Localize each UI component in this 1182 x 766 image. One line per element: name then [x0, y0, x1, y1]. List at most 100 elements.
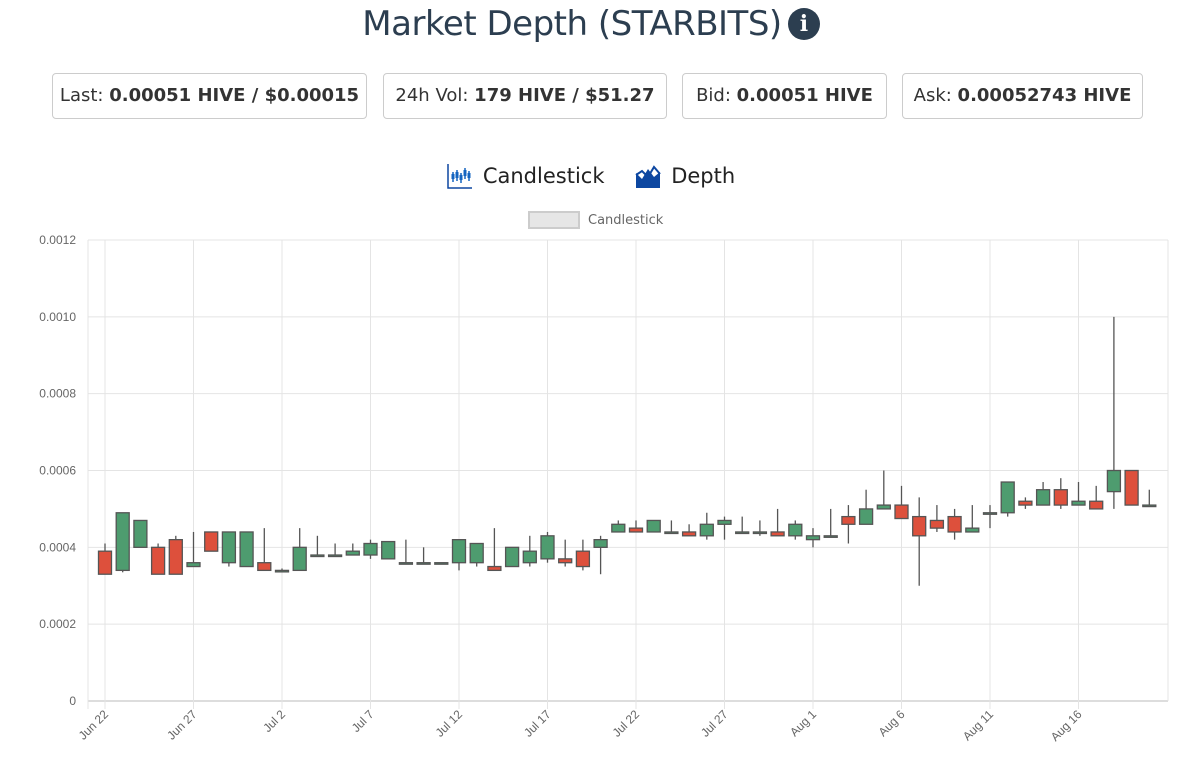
- y-tick-label: 0.0002: [39, 617, 76, 631]
- candle-up: [345, 550, 360, 556]
- tab-label: Candlestick: [482, 164, 605, 188]
- candle-up: [735, 531, 750, 535]
- candle-up: [752, 531, 768, 535]
- chart-type-tabs: Candlestick Depth: [0, 163, 1182, 194]
- candle-up: [1142, 504, 1157, 508]
- candle-up: [823, 535, 838, 538]
- info-icon[interactable]: i: [787, 8, 820, 40]
- candle-up: [239, 531, 254, 568]
- stat-value: 0.00051 HIVE / $0.00015: [109, 85, 360, 106]
- x-tick-label: Jun 27: [164, 707, 200, 743]
- candle-down: [1124, 469, 1139, 506]
- candle-up: [327, 554, 343, 558]
- x-tick-label: Jul 27: [698, 707, 731, 740]
- tab-label: Depth: [671, 164, 736, 188]
- candle-up: [221, 531, 237, 564]
- y-tick-label: 0.0012: [39, 233, 76, 247]
- candle-up: [469, 542, 484, 564]
- y-tick-label: 0.0004: [39, 540, 76, 554]
- candle-up: [274, 569, 290, 573]
- stat-last: Last: 0.00051 HIVE / $0.00015: [52, 73, 367, 119]
- candle-up: [416, 562, 431, 565]
- tab-candlestick[interactable]: Candlestick: [447, 163, 605, 189]
- x-tick-label: Jul 7: [349, 707, 377, 735]
- candle-up: [451, 539, 467, 564]
- candle-up: [115, 512, 130, 572]
- tab-depth[interactable]: Depth: [635, 163, 735, 189]
- depth-icon: [635, 165, 661, 188]
- stat-24h-vol: 24h Vol: 179 HIVE / $51.27: [383, 73, 667, 119]
- candle-up: [1035, 489, 1051, 506]
- candle-down: [150, 546, 166, 575]
- candle-up: [1071, 500, 1086, 506]
- stat-label: Ask:: [913, 85, 952, 106]
- x-tick-label: Aug 6: [876, 707, 908, 739]
- candle-up: [805, 535, 821, 541]
- candle-up: [646, 519, 661, 533]
- candle-down: [770, 531, 785, 537]
- candle-up: [876, 504, 891, 510]
- x-tick-label: Jul 22: [610, 707, 643, 740]
- stat-label: 24h Vol:: [395, 85, 469, 106]
- candle-up: [504, 546, 520, 568]
- candle-up: [611, 523, 626, 533]
- candle-down: [558, 558, 573, 564]
- x-tick-label: Aug 11: [960, 707, 996, 743]
- candle-down: [97, 550, 113, 575]
- candle-up: [398, 562, 414, 565]
- candle-down: [1018, 500, 1033, 506]
- candle-down: [168, 539, 183, 575]
- x-tick-label: Jul 17: [521, 707, 554, 740]
- candle-down: [681, 531, 697, 537]
- x-tick-label: Jul 12: [433, 707, 466, 740]
- candle-up: [664, 531, 679, 535]
- candle-down: [929, 519, 945, 529]
- candle-down: [257, 562, 272, 572]
- candle-down: [947, 515, 962, 533]
- candle-up: [788, 523, 803, 537]
- candle-up: [434, 562, 449, 565]
- title-text: Market Depth (STARBITS): [362, 4, 782, 44]
- candle-up: [522, 550, 537, 564]
- candle-up: [965, 527, 980, 533]
- stat-label: Bid:: [696, 85, 731, 106]
- candle-up: [540, 535, 555, 560]
- candle-up: [310, 554, 325, 558]
- candle-down: [628, 527, 644, 533]
- legend-swatch: [528, 211, 580, 229]
- candlestick-icon: [447, 164, 472, 189]
- candle-up: [1106, 469, 1122, 493]
- legend-label: Candlestick: [588, 212, 664, 228]
- candle-up: [858, 508, 874, 525]
- candle-down: [841, 515, 856, 525]
- x-tick-label: Jul 2: [260, 707, 288, 735]
- stat-bid: Bid: 0.00051 HIVE: [682, 73, 887, 119]
- candle-up: [699, 523, 714, 537]
- x-tick-label: Aug 1: [787, 707, 819, 739]
- y-tick-label: 0.0006: [39, 464, 76, 478]
- x-tick-label: Jun 22: [76, 707, 112, 743]
- chart-legend[interactable]: Candlestick: [528, 211, 663, 229]
- candle-up: [186, 562, 201, 568]
- stat-label: Last:: [59, 85, 104, 106]
- candle-down: [487, 565, 502, 572]
- candle-up: [1000, 481, 1015, 514]
- y-tick-label: 0.0008: [39, 387, 76, 401]
- stat-value: 179 HIVE / $51.27: [474, 85, 655, 106]
- candle-up: [363, 542, 378, 556]
- candle-up: [982, 512, 998, 515]
- candle-down: [912, 515, 927, 537]
- stat-value: 0.00052743 HIVE: [957, 85, 1132, 106]
- stat-value: 0.00051 HIVE: [736, 85, 873, 106]
- candle-up: [292, 546, 307, 572]
- candle-down: [1089, 500, 1104, 510]
- candle-down: [894, 504, 909, 520]
- candle-up: [133, 519, 148, 548]
- page-title: Market Depth (STARBITS) i: [0, 4, 1182, 44]
- stat-ask: Ask: 0.00052743 HIVE: [902, 73, 1143, 119]
- candle-down: [575, 550, 591, 568]
- y-tick-label: 0.0010: [39, 310, 76, 324]
- candle-up: [717, 519, 732, 525]
- y-tick-label: 0: [69, 694, 76, 708]
